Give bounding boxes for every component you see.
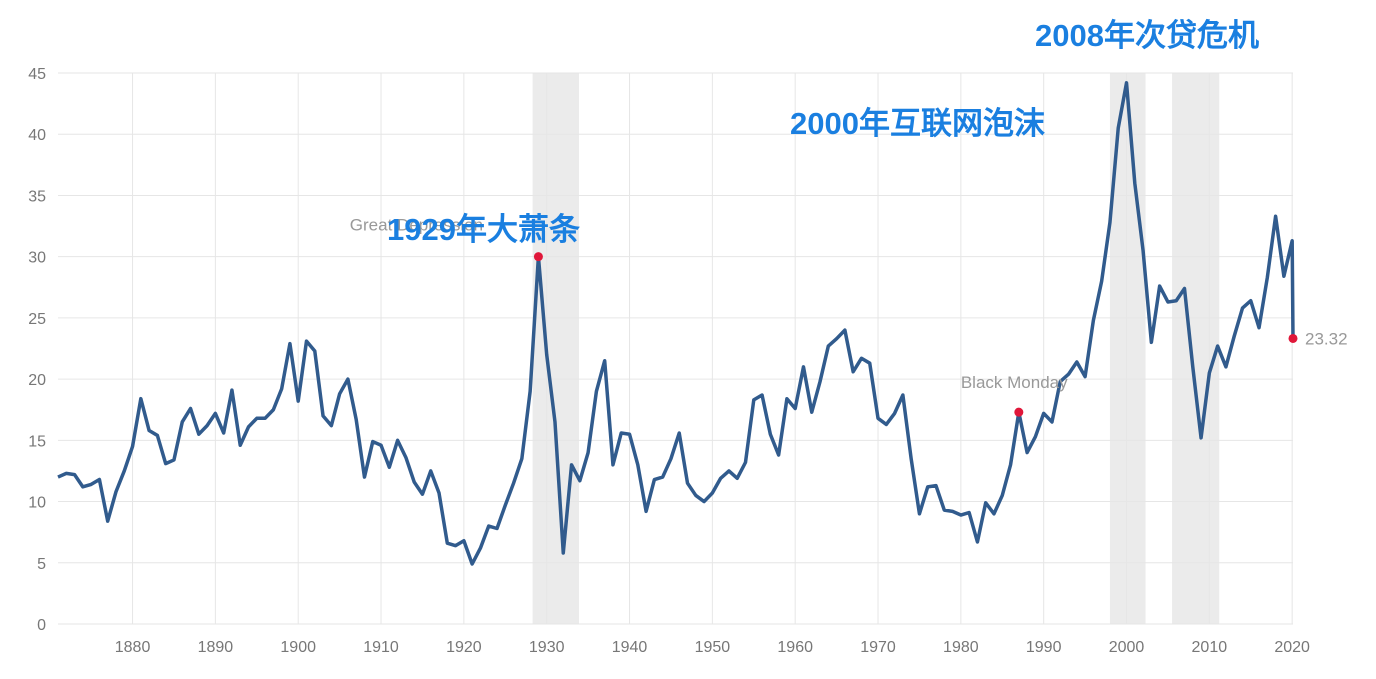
x-tick-label: 2000	[1109, 639, 1145, 656]
line	[57, 81, 1295, 566]
x-tick-label: 1910	[363, 639, 399, 656]
overlay-title: 2008年次贷危机	[1035, 18, 1259, 53]
overlay-title: 2000年互联网泡沫	[790, 106, 1045, 141]
x-tick-label: 1990	[1026, 639, 1062, 656]
x-tick-label: 1950	[695, 639, 731, 656]
shaded-period	[1172, 73, 1220, 624]
x-tick-label: 1940	[612, 639, 648, 656]
x-tick-label: 2020	[1274, 639, 1310, 656]
x-tick-label: 1920	[446, 639, 482, 656]
y-tick-label: 10	[28, 495, 46, 512]
marker	[1014, 407, 1024, 417]
y-tick-label: 40	[28, 127, 46, 144]
marker	[533, 252, 543, 262]
y-tick-label: 30	[28, 250, 46, 267]
x-tick-label: 1880	[115, 639, 151, 656]
x-tick-label: 2010	[1192, 639, 1228, 656]
y-tick-label: 0	[37, 617, 46, 634]
marker-label: 23.32	[1305, 329, 1348, 348]
shaded-period	[532, 73, 580, 624]
x-tick-label: 1970	[860, 639, 896, 656]
overlay-title: 1929年大萧条	[387, 212, 580, 247]
x-tick-label: 1980	[943, 639, 979, 656]
marker-label: Black Monday	[961, 373, 1068, 392]
y-tick-label: 15	[28, 433, 46, 450]
y-tick-label: 5	[37, 556, 46, 573]
x-tick-label: 1960	[777, 639, 813, 656]
y-tick-label: 20	[28, 372, 46, 389]
x-tick-label: 1900	[280, 639, 316, 656]
y-tick-label: 35	[28, 188, 46, 205]
marker	[1288, 333, 1298, 343]
marker-label: Great Depression	[350, 216, 483, 235]
x-tick-label: 1930	[529, 639, 565, 656]
x-tick-label: 1890	[198, 639, 234, 656]
y-tick-label: 45	[28, 66, 46, 83]
y-tick-label: 25	[28, 311, 46, 328]
